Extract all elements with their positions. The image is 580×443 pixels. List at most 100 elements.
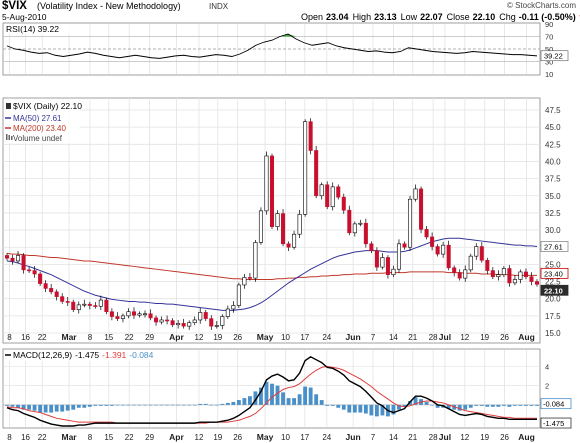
candle-body (325, 184, 330, 208)
macd-histogram-bar (413, 397, 418, 405)
price-x-label: 19 (480, 333, 489, 342)
macd-x-label: 10 (281, 433, 290, 442)
price-panel: 15.017.520.022.525.027.530.032.535.037.5… (2, 97, 569, 344)
macd-axis: 42 (545, 362, 549, 390)
price-x-label: 8 (88, 333, 93, 342)
macd-histogram-bar (430, 404, 435, 406)
macd-histogram-bar (43, 404, 48, 413)
macd-histogram-bar (275, 385, 280, 405)
macd-histogram-bar (446, 404, 451, 409)
macd-histogram-bar (380, 404, 385, 416)
candle-body (396, 243, 401, 270)
macd-x-label: 22 (125, 433, 134, 442)
candle-body (181, 323, 186, 327)
price-x-label: 16 (21, 333, 30, 342)
exchange-label: INDX (209, 2, 229, 11)
candle-body (468, 255, 473, 271)
macd-tag-label: -0.084 (543, 400, 564, 409)
macd-histogram-bar (524, 404, 528, 406)
macd-x-label: 26 (233, 433, 242, 442)
macd-histogram-bar (16, 404, 20, 408)
candle-body (352, 223, 357, 234)
price-x-label: 26 (233, 333, 242, 342)
candle-body (374, 250, 379, 268)
candlesticks (4, 118, 540, 330)
macd-tag-label: -1.475 (543, 419, 564, 428)
macd-histogram-bar (369, 404, 374, 416)
candle-body (341, 196, 346, 211)
candle-body (231, 305, 236, 310)
candle-body (518, 271, 523, 280)
macd-histogram-bar (176, 404, 181, 406)
candle-body (203, 312, 208, 319)
candle-body (303, 121, 308, 215)
macd-histogram-bar (148, 404, 153, 406)
price-x-axis: 8 16 22 Mar 8 15 22 29 Apr 12 19 26 May 10 17 24 Jun 7 14 2… (7, 332, 535, 342)
quote-date: 5-Aug-2010 (2, 12, 47, 22)
macd-histogram-bar (358, 404, 363, 413)
candle-body (385, 257, 390, 275)
macd-x-label: 26 (500, 433, 509, 442)
price-tick-label: 37.5 (545, 175, 561, 184)
candle-body (60, 296, 65, 302)
candle-body (275, 213, 280, 227)
price-tag-label: 22.10 (544, 286, 563, 295)
price-x-label: 17 (300, 333, 309, 342)
price-tick-label: 40.0 (545, 157, 561, 166)
candle-body (71, 301, 76, 310)
candle-body (512, 279, 517, 284)
macd-histogram-bar (181, 404, 186, 406)
macd-tick-label: 2 (545, 382, 549, 391)
price-x-label: 7 (371, 333, 376, 342)
candle-body (21, 255, 26, 271)
macd-histogram-bar (165, 404, 170, 406)
candle-body (148, 313, 153, 319)
macd-x-label: Jul (439, 432, 451, 442)
macd-histogram (5, 381, 539, 417)
quote-line: Open 23.04 High 23.13 Low 22.07 Close 22.10 Chg -… (301, 12, 580, 22)
macd-histogram-bar (126, 404, 131, 406)
macd-histogram-bar (87, 404, 92, 407)
macd-histogram-bar (330, 404, 335, 406)
price-tick-label: 15.0 (545, 329, 561, 338)
candle-body (297, 213, 302, 235)
macd-histogram-bar (253, 391, 258, 405)
legend-ma50: MA(50) 27.61 (13, 114, 62, 123)
macd-histogram-bar (374, 404, 379, 417)
macd-histogram-bar (187, 404, 192, 406)
price-tick-label: 45.0 (545, 123, 561, 132)
candle-body (170, 320, 175, 326)
macd-histogram-bar (159, 404, 164, 406)
price-tick-label: 47.5 (545, 106, 561, 115)
price-x-label: Aug (518, 332, 535, 342)
price-tag-box (540, 284, 569, 296)
price-x-label: 12 (195, 333, 204, 342)
rsi-tick-label: 10 (545, 70, 553, 79)
instrument-name: (Volatility Index - New Methodology) (37, 1, 181, 11)
macd-histogram-bar (535, 404, 539, 406)
candle-body (220, 316, 225, 326)
price-tag-box (540, 267, 569, 279)
candle-body (10, 257, 15, 262)
macd-histogram-bar (247, 396, 252, 405)
ticker-symbol: $VIX (2, 0, 27, 12)
macd-tick-label: 4 (545, 362, 549, 371)
candle-body (286, 243, 291, 248)
chg-value: -0.11 (-0.50%) (519, 12, 576, 22)
rsi-tick-label: 70 (545, 33, 553, 42)
candle-body (209, 318, 214, 327)
macd-x-label: 8 (7, 433, 12, 442)
candle-body (463, 269, 468, 279)
candle-body (87, 303, 92, 306)
macd-histogram-bar (325, 404, 330, 406)
candle-body (143, 313, 148, 316)
macd-x-label: Aug (518, 432, 535, 442)
macd-x-label: 12 (195, 433, 204, 442)
macd-histogram-bar (281, 392, 285, 405)
macd-signal-line (6, 365, 537, 424)
candle-body (38, 273, 43, 284)
close-value: 22.10 (473, 12, 496, 22)
ma200-line (6, 252, 537, 280)
macd-histogram-bar (38, 404, 43, 413)
